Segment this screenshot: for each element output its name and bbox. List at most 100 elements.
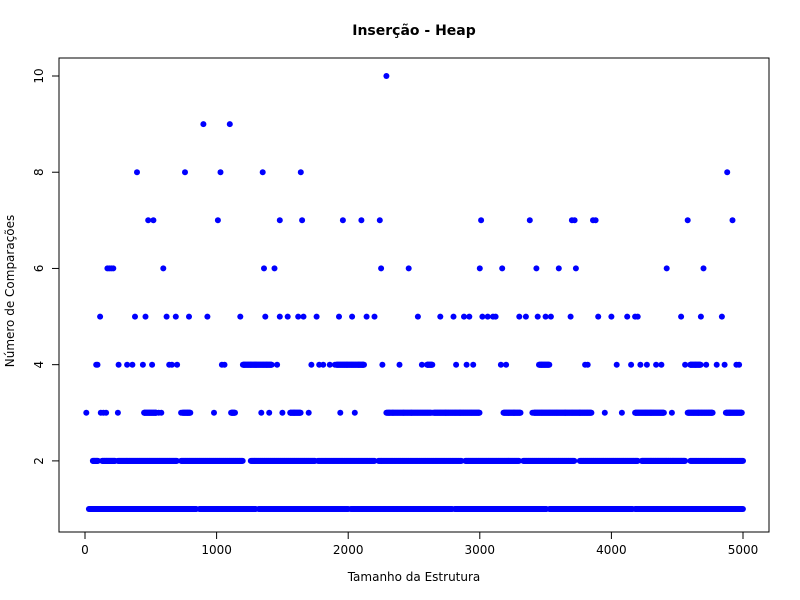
x-tick-label: 5000 bbox=[728, 543, 759, 557]
data-point bbox=[478, 217, 485, 224]
data-point bbox=[576, 409, 583, 416]
data-point bbox=[555, 265, 562, 272]
data-point bbox=[305, 409, 312, 416]
data-point bbox=[718, 313, 725, 320]
data-point bbox=[241, 361, 248, 368]
data-point bbox=[687, 361, 694, 368]
data-point bbox=[211, 409, 217, 416]
x-axis: 0 1000 2000 3000 4000 5000 bbox=[81, 531, 759, 557]
data-point bbox=[142, 313, 149, 320]
data-point bbox=[259, 169, 266, 176]
data-point bbox=[442, 409, 449, 416]
data-point bbox=[492, 313, 499, 320]
data-point bbox=[168, 361, 175, 368]
data-point bbox=[453, 361, 460, 368]
data-point bbox=[437, 313, 444, 320]
data-point bbox=[247, 361, 254, 368]
data-point bbox=[503, 361, 510, 368]
data-point bbox=[740, 457, 746, 464]
data-point bbox=[336, 313, 342, 320]
data-point bbox=[729, 217, 736, 224]
x-tick-label: 3000 bbox=[465, 543, 496, 557]
data-point bbox=[738, 409, 745, 416]
data-point bbox=[601, 409, 608, 416]
data-point bbox=[97, 313, 104, 320]
data-point bbox=[692, 361, 699, 368]
x-tick-label: 0 bbox=[81, 543, 89, 557]
data-point bbox=[291, 409, 298, 416]
data-point bbox=[584, 361, 591, 368]
data-point bbox=[172, 313, 179, 320]
data-point bbox=[697, 313, 704, 320]
data-point bbox=[684, 217, 691, 224]
data-point bbox=[429, 361, 436, 368]
data-points bbox=[83, 73, 746, 512]
data-point bbox=[371, 313, 378, 320]
data-point bbox=[663, 265, 670, 272]
data-point bbox=[542, 313, 549, 320]
data-point bbox=[703, 361, 710, 368]
data-point bbox=[163, 313, 170, 320]
y-axis-label: Número de Comparações bbox=[3, 215, 17, 368]
x-axis-label: Tamanho da Estrutura bbox=[347, 570, 481, 584]
data-point bbox=[546, 361, 553, 368]
data-point bbox=[376, 217, 383, 224]
data-point bbox=[668, 409, 675, 416]
data-point bbox=[466, 313, 473, 320]
data-point bbox=[114, 409, 121, 416]
data-point bbox=[276, 217, 283, 224]
data-point bbox=[695, 409, 702, 416]
data-point bbox=[470, 361, 477, 368]
data-point bbox=[95, 457, 101, 464]
data-point bbox=[522, 313, 529, 320]
data-point bbox=[457, 409, 464, 416]
y-tick-label: 8 bbox=[32, 168, 46, 176]
data-point bbox=[476, 409, 483, 416]
y-tick-label: 6 bbox=[32, 265, 46, 273]
data-point bbox=[700, 265, 707, 272]
data-point bbox=[499, 265, 506, 272]
data-point bbox=[313, 313, 320, 320]
data-point bbox=[226, 121, 233, 128]
data-point bbox=[389, 409, 396, 416]
data-point bbox=[595, 313, 602, 320]
data-point bbox=[378, 265, 385, 272]
data-point bbox=[533, 265, 540, 272]
data-point bbox=[237, 313, 244, 320]
data-point bbox=[511, 409, 517, 416]
data-point bbox=[284, 313, 291, 320]
data-point bbox=[414, 313, 421, 320]
data-point bbox=[300, 313, 307, 320]
data-point bbox=[332, 361, 338, 368]
data-point bbox=[262, 313, 269, 320]
y-tick-label: 2 bbox=[32, 457, 46, 465]
data-point bbox=[396, 361, 403, 368]
data-point bbox=[359, 361, 366, 368]
data-point bbox=[279, 409, 286, 416]
data-point bbox=[534, 313, 541, 320]
data-point bbox=[618, 409, 625, 416]
data-point bbox=[739, 506, 746, 512]
data-point bbox=[450, 313, 457, 320]
data-point bbox=[613, 361, 620, 368]
data-point bbox=[110, 265, 117, 272]
data-point bbox=[400, 409, 407, 416]
data-point bbox=[173, 457, 180, 464]
data-point bbox=[261, 265, 267, 272]
data-point bbox=[89, 457, 96, 464]
data-point bbox=[349, 313, 356, 320]
data-point bbox=[634, 313, 641, 320]
data-point bbox=[424, 361, 431, 368]
x-tick-label: 2000 bbox=[333, 543, 364, 557]
data-point bbox=[129, 361, 136, 368]
data-point bbox=[297, 409, 304, 416]
data-point bbox=[276, 313, 283, 320]
data-point bbox=[526, 217, 533, 224]
data-point bbox=[124, 361, 131, 368]
data-point bbox=[268, 361, 275, 368]
data-point bbox=[418, 361, 425, 368]
data-point bbox=[726, 409, 733, 416]
data-point bbox=[150, 217, 157, 224]
data-point bbox=[379, 361, 386, 368]
